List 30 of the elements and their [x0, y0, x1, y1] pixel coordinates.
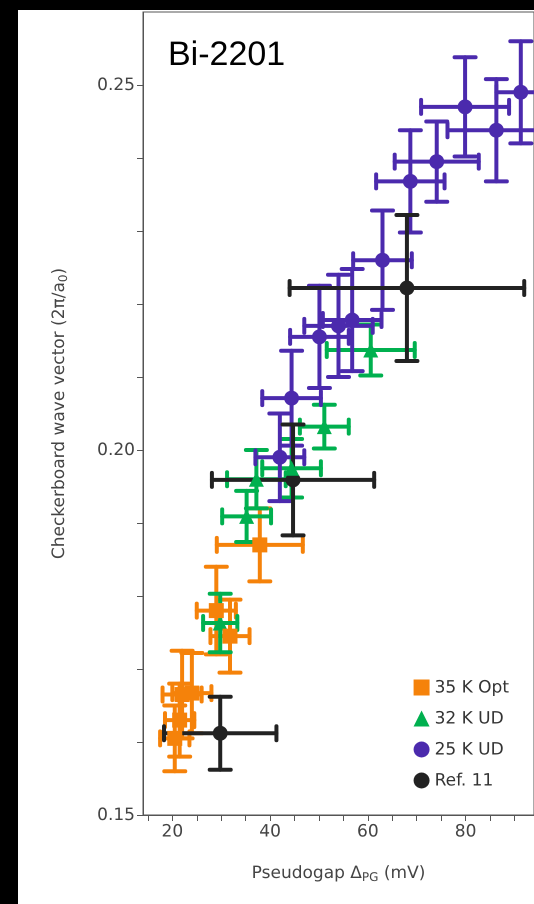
point — [167, 730, 182, 746]
x-tick-label: 60 — [357, 822, 379, 842]
point — [513, 84, 528, 100]
point — [375, 252, 390, 268]
point — [488, 122, 504, 138]
x-tick-label: 40 — [259, 822, 281, 842]
x-tick-label: 20 — [162, 822, 184, 842]
legend-label: 32 K UD — [434, 708, 504, 728]
point — [172, 712, 188, 728]
point — [222, 628, 238, 644]
point — [272, 450, 288, 465]
text: Bi-2201 — [168, 35, 286, 73]
y-axis-title: Checkerboard wave vector (2π/a0) — [49, 268, 70, 560]
legend-label: Ref. 11 — [434, 770, 494, 790]
legend-label: 35 K Opt — [434, 678, 510, 698]
point — [208, 603, 224, 618]
point — [312, 329, 327, 344]
point — [402, 174, 418, 189]
point — [212, 726, 228, 741]
y-tick-label: 0.25 — [97, 75, 135, 95]
point — [399, 280, 414, 296]
legend-label: 25 K UD — [434, 740, 504, 760]
y-tick-label: 0.15 — [97, 805, 135, 825]
y-tick-label: 0.20 — [97, 440, 135, 460]
x-tick-label: 80 — [454, 822, 476, 842]
point — [429, 154, 444, 170]
point — [458, 99, 473, 114]
point — [174, 687, 190, 702]
point — [284, 390, 300, 406]
point — [252, 537, 268, 552]
